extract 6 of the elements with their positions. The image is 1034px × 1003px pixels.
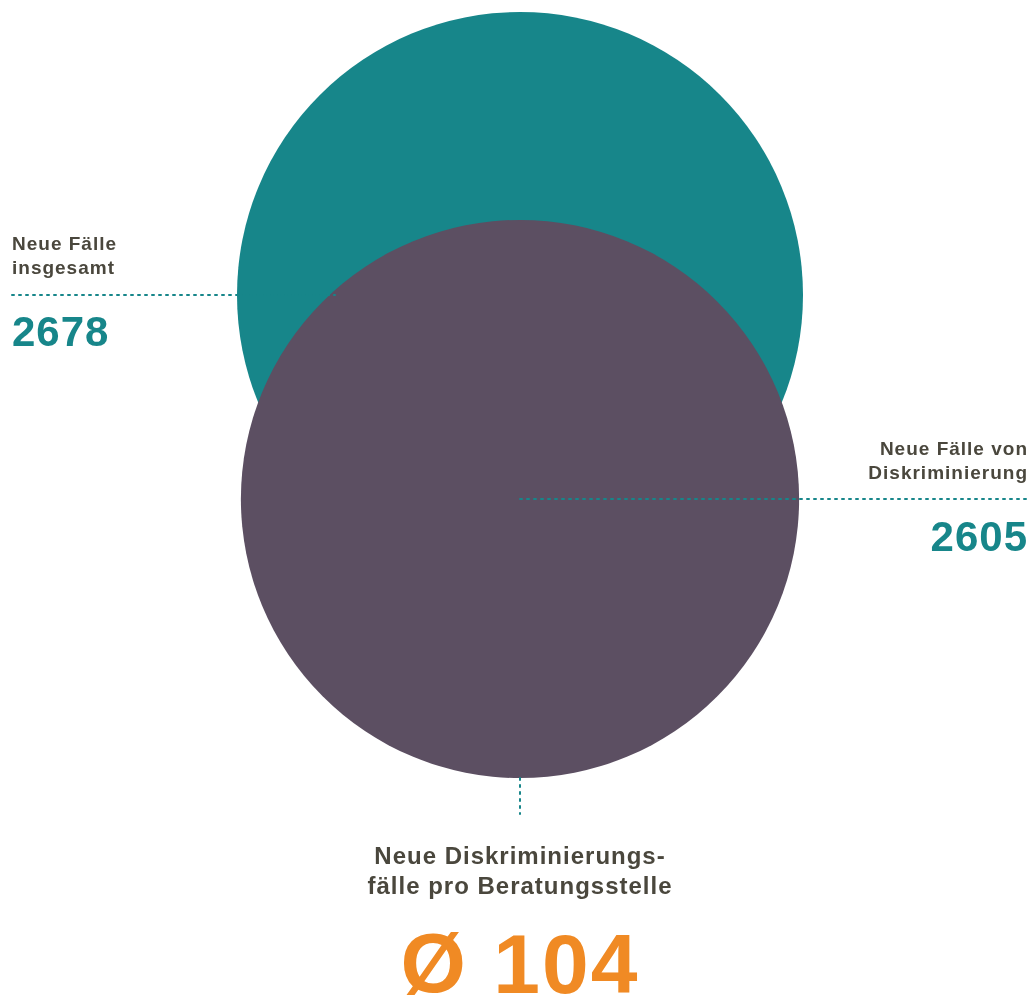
data-label: 2678	[12, 308, 110, 355]
category-label: Neue Fälle von Diskriminierung	[868, 438, 1028, 483]
data-label: 2605	[930, 513, 1028, 560]
text: Ø 104	[400, 917, 640, 1003]
category-label: Neue Fälle insgesamt	[12, 233, 118, 278]
text: Neue Diskriminierungs- fälle pro Beratungsstelle	[367, 842, 673, 899]
